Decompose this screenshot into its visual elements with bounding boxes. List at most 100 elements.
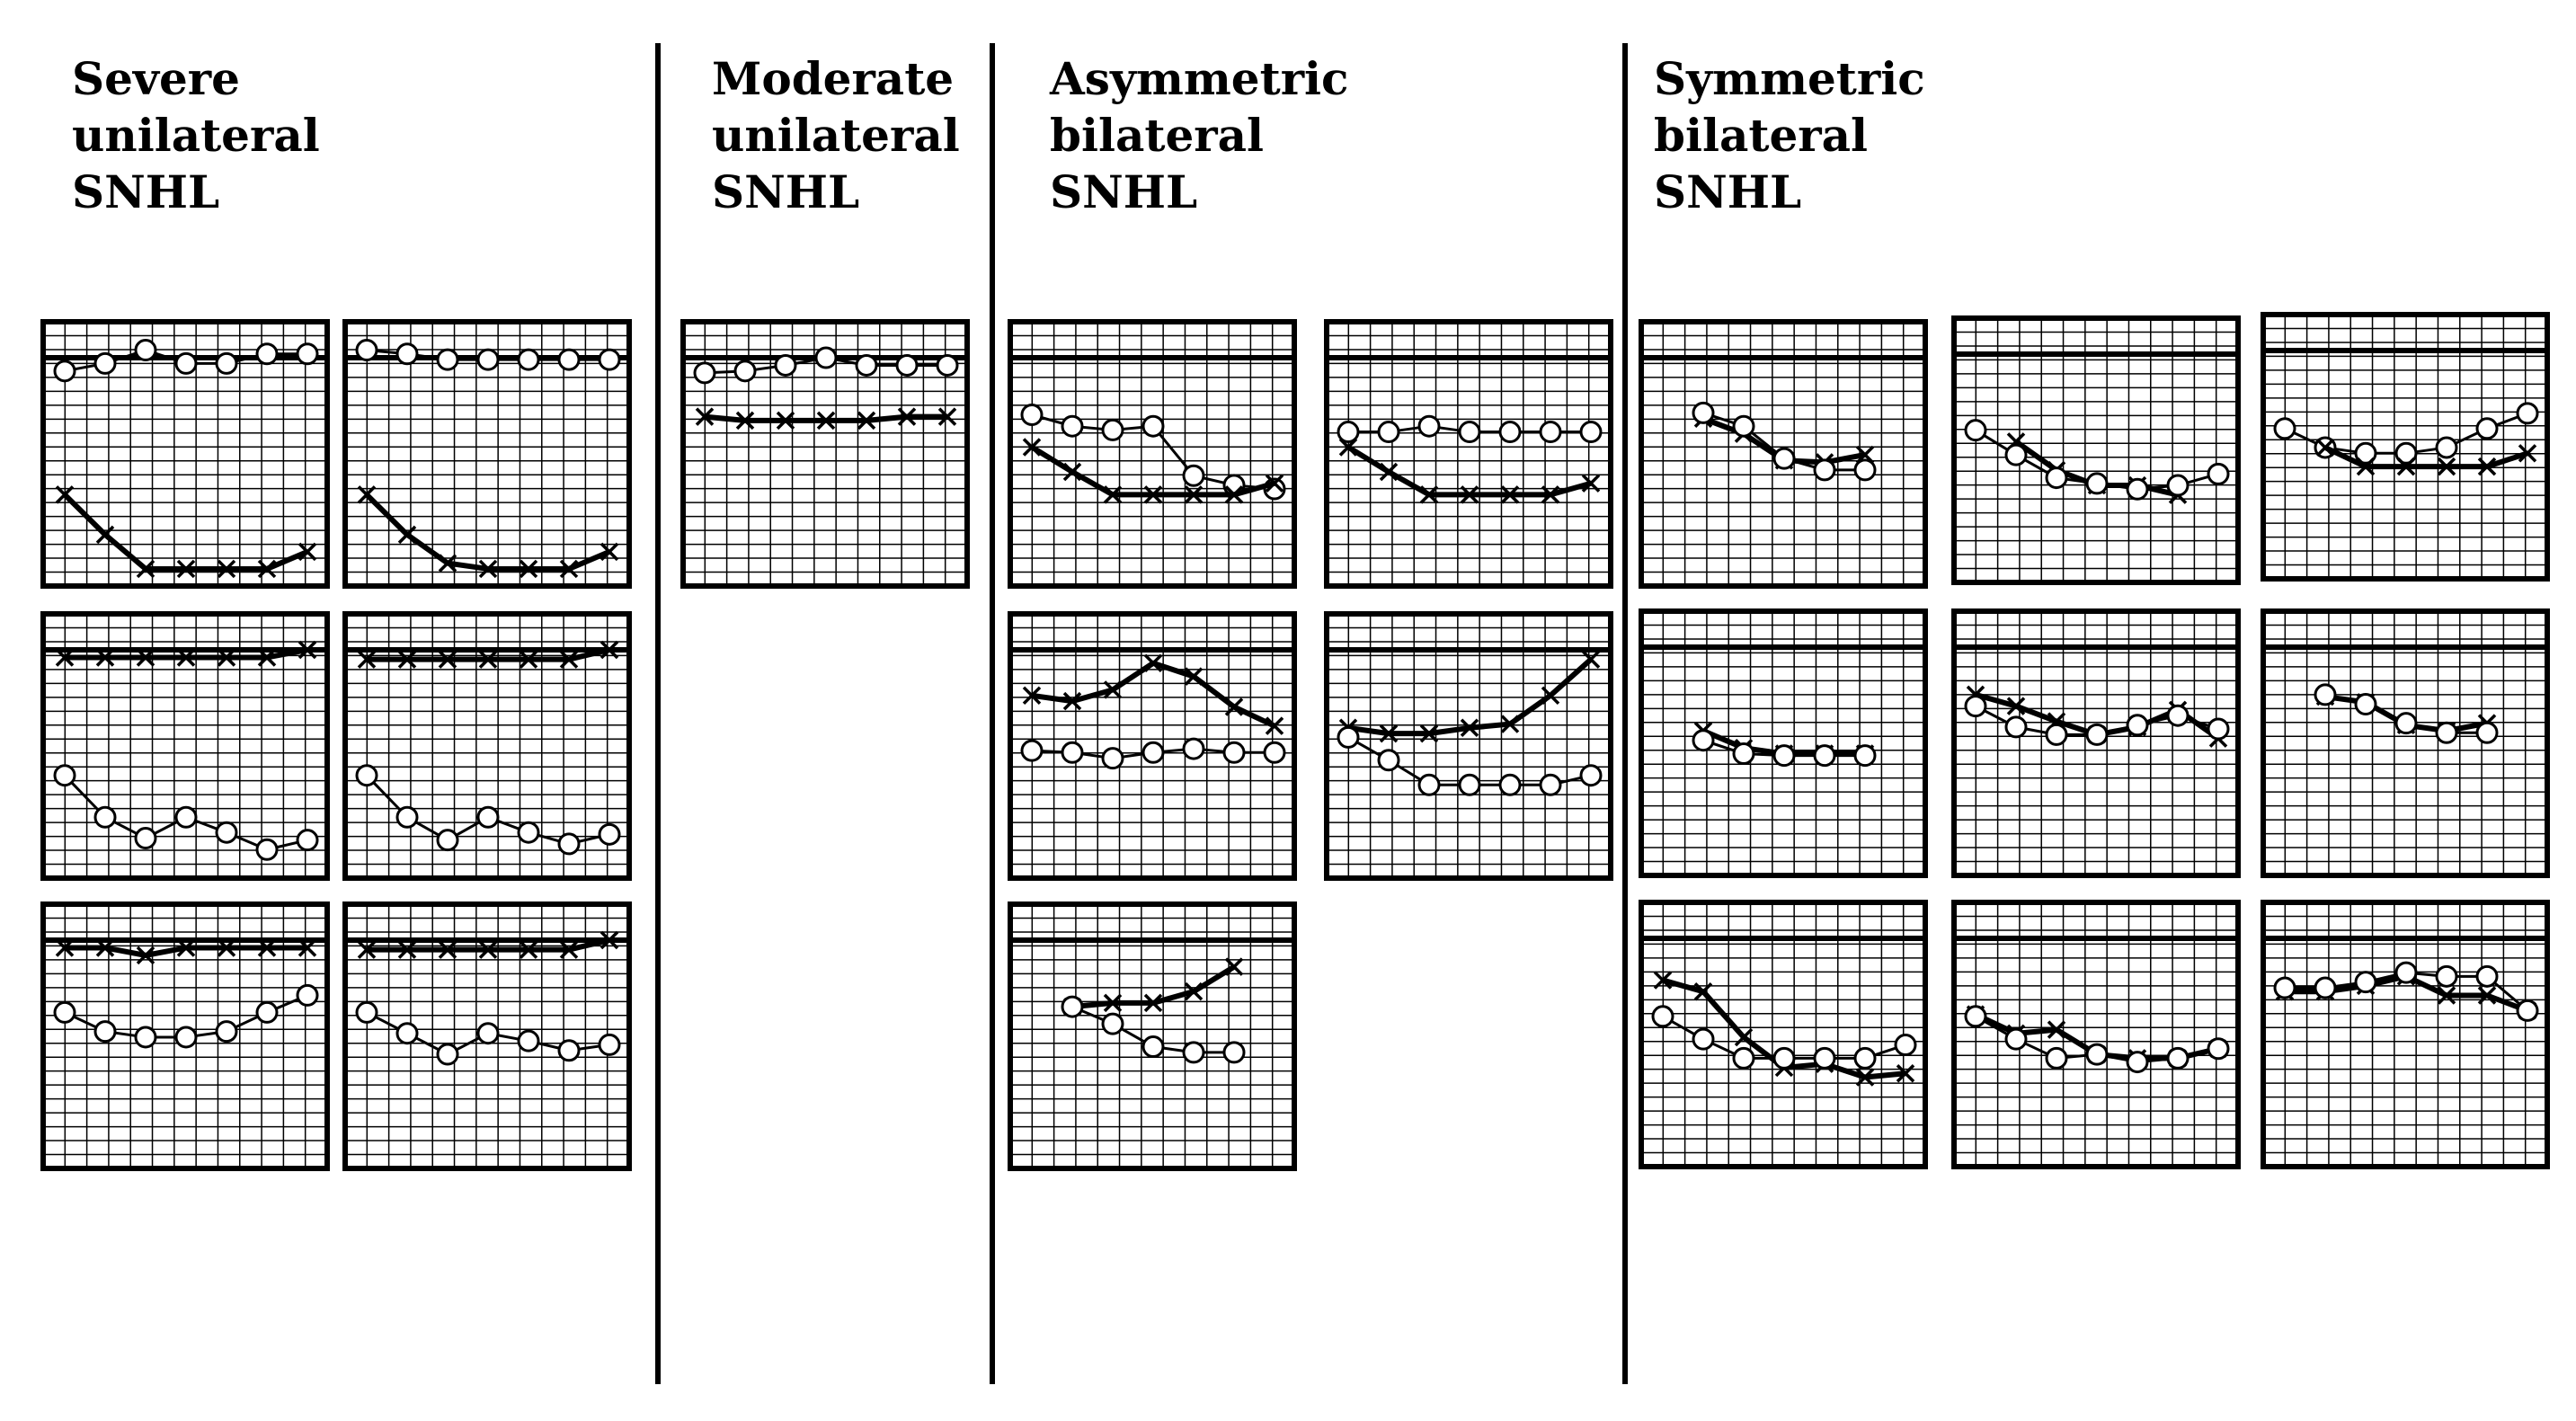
circle-marker	[2085, 1043, 2109, 1066]
audiogram-symmetric	[1951, 315, 2241, 585]
circle-marker	[1498, 773, 1522, 796]
circle-marker	[355, 339, 378, 362]
cross-stroke	[55, 485, 75, 504]
cross-marker	[1419, 485, 1439, 504]
cross-marker	[1653, 971, 1673, 990]
circle-marker	[2085, 472, 2109, 495]
audiogram-severe	[342, 901, 632, 1171]
cross-stroke	[1419, 485, 1439, 504]
cross-marker	[1500, 715, 1520, 733]
cross-marker	[136, 648, 155, 667]
cross-marker	[559, 559, 579, 579]
audiogram-frame	[40, 611, 330, 881]
circle-marker	[2394, 712, 2418, 735]
audiogram-asymmetric	[1008, 319, 1297, 589]
circle-marker	[53, 360, 76, 383]
cross-marker	[257, 559, 277, 579]
cross-marker	[2006, 697, 2026, 715]
cross-marker	[298, 542, 317, 562]
cross-marker	[1224, 485, 1244, 504]
cross-marker	[257, 938, 277, 957]
cross-marker	[1184, 981, 1204, 1001]
circle-marker	[2354, 971, 2377, 994]
cross-marker	[1184, 485, 1204, 504]
cross-marker	[136, 559, 155, 579]
cross-stroke	[357, 940, 377, 959]
cross-stroke	[1184, 981, 1204, 1001]
cross-marker	[1103, 993, 1123, 1013]
cross-marker	[55, 648, 75, 667]
circle-marker	[93, 351, 117, 375]
cross-stroke	[1500, 485, 1520, 504]
cross-marker	[55, 485, 75, 504]
circle-marker	[476, 1022, 500, 1045]
cross-marker	[298, 938, 317, 957]
cross-marker	[1460, 485, 1479, 504]
circle-marker	[215, 1020, 238, 1044]
circle-marker	[436, 348, 459, 371]
circle-marker	[2435, 964, 2458, 988]
cross-stroke	[1062, 691, 1082, 711]
circle-marker	[2004, 443, 2028, 466]
cross-stroke	[257, 648, 277, 667]
audiogram-frame	[2261, 608, 2550, 878]
cross-marker	[176, 559, 196, 579]
circle-marker	[1061, 414, 1084, 438]
audiogram-frame	[1951, 608, 2241, 878]
circle-marker	[693, 361, 716, 385]
cross-stroke	[1103, 680, 1123, 699]
circle-marker	[774, 353, 797, 377]
circle-marker	[1772, 1046, 1796, 1070]
cross-marker	[1379, 462, 1399, 482]
circle-marker	[134, 827, 157, 850]
circle-marker	[1964, 419, 1987, 442]
cross-stroke	[176, 938, 196, 957]
cross-stroke	[438, 554, 457, 573]
cross-series-line	[1347, 657, 1593, 737]
cross-marker	[257, 648, 277, 667]
cross-stroke	[176, 648, 196, 667]
cross-marker	[1022, 438, 1042, 457]
circle-marker	[1101, 1012, 1124, 1035]
audiogram-severe	[342, 611, 632, 881]
audiogram-frame	[1324, 611, 1613, 881]
cross-marker	[478, 559, 498, 579]
cross-marker	[397, 525, 417, 545]
heading-asymmetric-bilateral-snhl: Asymmetric bilateral SNHL	[1050, 52, 1349, 218]
cross-marker	[1855, 1068, 1875, 1087]
cross-stroke	[95, 525, 115, 545]
cross-stroke	[1460, 718, 1479, 738]
cross-stroke	[1224, 485, 1244, 504]
cross-stroke	[2047, 1020, 2066, 1039]
cross-stroke	[298, 938, 317, 957]
circle-marker	[1813, 458, 1836, 482]
cross-stroke	[257, 938, 277, 957]
cross-marker	[397, 650, 417, 669]
audiogram-frame	[40, 901, 330, 1171]
circle-marker	[855, 353, 878, 377]
circle-marker	[1061, 995, 1084, 1018]
circle-marker	[1141, 414, 1165, 438]
audiogram-frame	[1008, 319, 1297, 589]
cross-stroke	[1541, 485, 1560, 504]
cross-stroke	[55, 648, 75, 667]
cross-stroke	[1143, 993, 1163, 1013]
cross-stroke	[1693, 982, 1713, 1001]
cross-marker	[600, 930, 619, 950]
cross-stroke	[1265, 716, 1284, 735]
circle-marker	[174, 805, 198, 829]
circle-marker	[1692, 729, 1715, 752]
cross-marker	[2477, 986, 2497, 1005]
cross-stroke	[438, 650, 457, 669]
cross-marker	[897, 407, 917, 426]
audiogram-symmetric	[2261, 900, 2550, 1169]
cross-stroke	[2518, 444, 2537, 463]
cross-stroke	[559, 940, 579, 959]
circle-marker	[1337, 725, 1360, 749]
circle-marker	[1579, 421, 1603, 444]
circle-marker	[2045, 723, 2068, 746]
cross-stroke	[559, 650, 579, 669]
audiogram-frame	[2261, 312, 2550, 582]
cross-marker	[357, 485, 377, 504]
circle-marker	[2166, 1046, 2190, 1070]
